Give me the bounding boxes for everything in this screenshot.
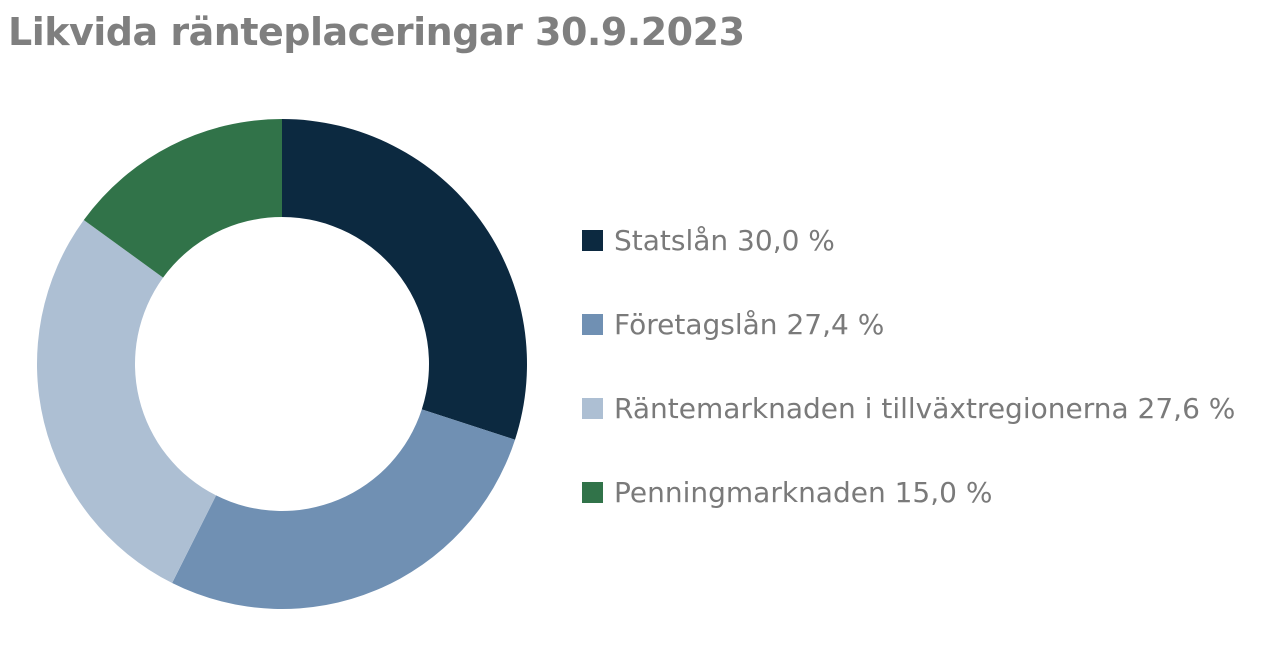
chart-title: Likvida ränteplaceringar 30.9.2023 bbox=[8, 10, 745, 54]
donut-slice-2 bbox=[36, 219, 217, 583]
legend-swatch bbox=[582, 313, 603, 335]
legend-label: Företagslån 27,4 % bbox=[614, 307, 885, 341]
legend-swatch bbox=[582, 229, 603, 251]
chart-legend: Statslån 30,0 % Företagslån 27,4 % Ränte… bbox=[582, 218, 1235, 554]
donut-chart bbox=[36, 119, 527, 609]
legend-label: Statslån 30,0 % bbox=[614, 223, 835, 257]
legend-item-statslan: Statslån 30,0 % bbox=[582, 218, 1235, 262]
legend-swatch bbox=[582, 397, 603, 419]
legend-item-rantemarknaden-tillvaxtregionerna: Räntemarknaden i tillväxtregionerna 27,6… bbox=[582, 386, 1235, 430]
legend-item-foretagslan: Företagslån 27,4 % bbox=[582, 302, 1235, 346]
legend-label: Räntemarknaden i tillväxtregionerna 27,6… bbox=[614, 391, 1236, 425]
donut-slice-1 bbox=[172, 409, 516, 609]
legend-swatch bbox=[582, 481, 603, 503]
legend-item-penningmarknaden: Penningmarknaden 15,0 % bbox=[582, 470, 1235, 514]
donut-slice-0 bbox=[282, 119, 527, 440]
donut-slice-3 bbox=[83, 119, 282, 278]
legend-label: Penningmarknaden 15,0 % bbox=[614, 475, 993, 509]
